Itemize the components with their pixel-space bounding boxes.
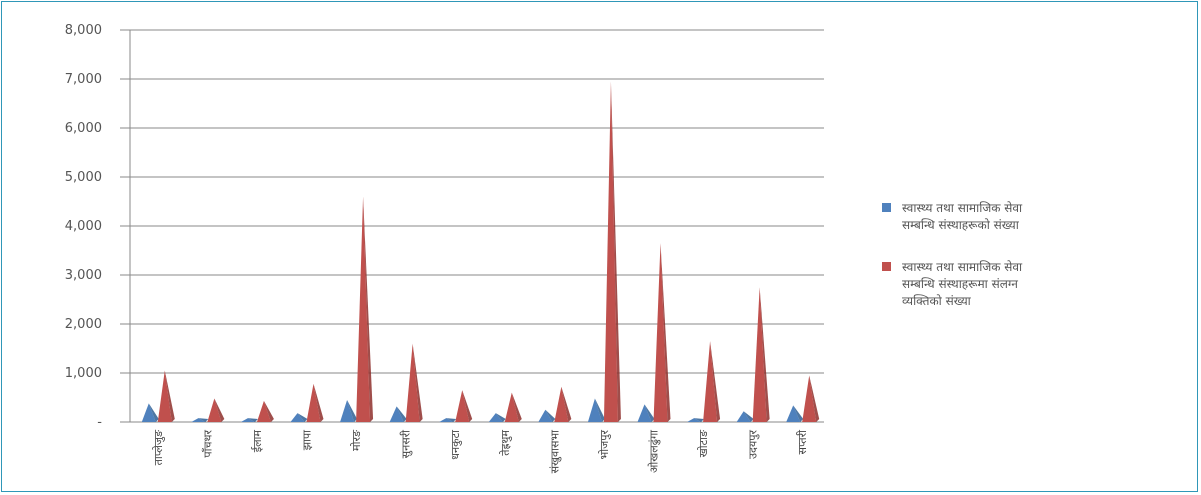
- series-2-peak-shade: [214, 398, 225, 422]
- series-1-peak: [687, 418, 702, 422]
- series-2-peak-shade: [164, 370, 175, 422]
- y-tick-label: 7,000: [65, 72, 102, 87]
- series-2-peak-shade: [462, 390, 473, 422]
- series-1-peak: [538, 409, 553, 422]
- series-1-peak-shade: [495, 413, 506, 422]
- y-tick-label: 1,000: [65, 366, 102, 381]
- series-1-peak: [587, 398, 602, 422]
- series-1-peak-shade: [594, 398, 605, 422]
- series-1-peak-shade: [347, 399, 358, 422]
- series-2-peak-shade: [412, 343, 423, 422]
- series-1-peak-shade: [743, 411, 754, 422]
- series-1-peak-shade: [644, 404, 655, 422]
- x-tick-label: संखुवासभा: [548, 430, 561, 474]
- series-1-peak-shade: [396, 406, 407, 422]
- series-2-peak-shade: [759, 287, 770, 422]
- legend-label: स्वास्थ्य तथा सामाजिक सेवा: [902, 260, 1023, 274]
- x-tick-label: मोरङ: [350, 429, 363, 451]
- series-2-peak-shade: [809, 375, 820, 422]
- series-1-peak: [488, 413, 503, 422]
- series-2-peak: [405, 343, 420, 422]
- y-tick-label: 3,000: [65, 268, 102, 283]
- series-2-peak: [554, 386, 569, 422]
- series-2-peak-shade: [363, 196, 374, 422]
- series-2-peak: [306, 383, 321, 422]
- series-1-peak-shade: [793, 405, 804, 422]
- series-1-peak: [637, 404, 652, 422]
- series-1-peak: [141, 403, 156, 422]
- legend-label: स्वास्थ्य तथा सामाजिक सेवा: [902, 201, 1023, 215]
- series-1-peak-shade: [446, 418, 457, 422]
- series-2-peak: [752, 287, 767, 422]
- series-2-peak-shade: [610, 81, 621, 422]
- series-2-peak: [653, 243, 668, 422]
- legend-swatch: [882, 203, 891, 212]
- x-tick-label: तेह्रथुम: [499, 430, 512, 456]
- x-tick-label: भोजपुर: [598, 430, 611, 460]
- y-tick-label: 2,000: [65, 317, 102, 332]
- x-tick-label: पाँचथर: [201, 430, 214, 458]
- series-2-peak: [802, 375, 817, 422]
- series-2-peak-shade: [660, 243, 671, 422]
- x-tick-label: उदयपुर: [747, 430, 760, 459]
- series-2-peak: [703, 341, 718, 422]
- series-1-peak-shade: [694, 418, 705, 422]
- x-tick-label: सप्तरी: [796, 430, 809, 455]
- x-tick-label: ईलाम: [251, 430, 264, 453]
- legend-label: सम्बन्धि संस्थाहरूमा संलग्न: [902, 277, 1018, 291]
- series-1-peak-shade: [545, 409, 556, 422]
- series-1: [141, 398, 804, 422]
- legend-swatch: [882, 262, 891, 271]
- series-1-peak: [191, 418, 206, 422]
- series-1-peak: [240, 418, 255, 422]
- series-1-peak: [290, 413, 305, 422]
- series-2-peak-shade: [313, 383, 324, 422]
- x-tick-label: झापा: [301, 430, 314, 450]
- series-1-peak-shade: [247, 418, 258, 422]
- series-2-peak: [603, 81, 618, 422]
- series-2-peak-shade: [710, 341, 721, 422]
- series-2-peak-shade: [511, 392, 522, 422]
- series-1-peak-shade: [198, 418, 209, 422]
- x-tick-label: धनकुटा: [449, 430, 462, 460]
- series-1-peak: [439, 418, 454, 422]
- y-tick-label: 8,000: [65, 23, 102, 38]
- series-2-peak-shade: [561, 386, 572, 422]
- series-1-peak-shade: [148, 403, 159, 422]
- series-2-peak: [256, 400, 271, 422]
- series-1-peak-shade: [297, 413, 308, 422]
- series-2-peak: [455, 390, 470, 422]
- legend-label: सम्बन्धि संस्थाहरूको संख्या: [902, 218, 1020, 232]
- y-axis-ticks: - 1,000 2,000 3,000 4,000 5,000 6,000 7,000 8,00…: [65, 23, 103, 430]
- series-layer: [141, 81, 820, 422]
- series-2: [157, 81, 820, 422]
- x-tick-label: सुनसरी: [400, 430, 413, 458]
- series-2-peak: [504, 392, 519, 422]
- y-tick-label: -: [97, 415, 102, 430]
- x-tick-label: खोटाङ: [697, 429, 710, 457]
- x-tick-label: ताप्लेजुङ: [152, 429, 165, 465]
- gridlines: [120, 29, 824, 423]
- series-1-peak: [340, 399, 355, 422]
- series-1-peak: [389, 406, 404, 422]
- series-2-peak-shade: [263, 400, 274, 422]
- series-1-peak: [786, 405, 801, 422]
- series-2-peak: [356, 196, 371, 422]
- legend-label: व्यक्तिको संख्या: [902, 294, 972, 308]
- x-tick-label: ओखलढुंगा: [648, 430, 661, 473]
- y-tick-label: 5,000: [65, 170, 102, 185]
- series-2-peak: [157, 370, 172, 422]
- y-tick-label: 4,000: [65, 219, 102, 234]
- y-tick-label: 6,000: [65, 121, 102, 136]
- series-2-peak: [207, 398, 222, 422]
- series-1-peak: [736, 411, 751, 422]
- legend: स्वास्थ्य तथा सामाजिक सेवा सम्बन्धि संस्थ…: [882, 201, 1023, 308]
- x-axis-ticks: ताप्लेजुङ पाँचथर ईलाम झापा मोरङ सुनसरी धनकुटा त…: [152, 429, 809, 473]
